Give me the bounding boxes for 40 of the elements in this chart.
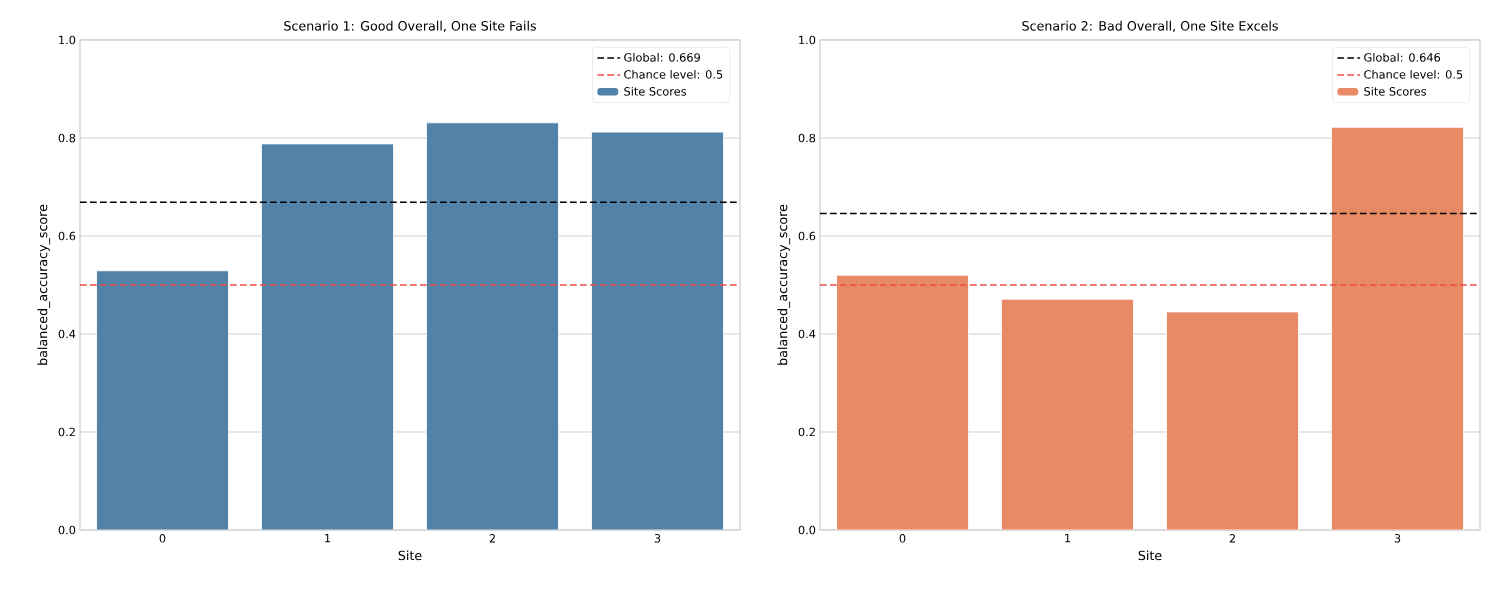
y-tick-label: 0.2 [798, 427, 815, 437]
legend-label: Chance level: 0.5 [1364, 69, 1463, 79]
chart-title: Scenario 1: Good Overall, One Site Fails [284, 20, 536, 32]
bar [426, 122, 559, 530]
bar [1331, 126, 1464, 530]
x-axis-title: Site [1138, 550, 1162, 561]
bar [591, 131, 724, 530]
legend-label: Site Scores [1364, 86, 1427, 96]
x-axis-title: Site [398, 550, 422, 561]
y-tick-label: 0.2 [58, 427, 75, 437]
x-tick-label: 3 [654, 534, 661, 543]
y-tick-label: 0.6 [58, 231, 76, 241]
x-tick-label: 0 [899, 534, 906, 543]
x-tick-label: 2 [489, 534, 495, 543]
y-tick-label: 1.0 [59, 35, 76, 45]
y-axis-title: balanced_accuracy_score [37, 204, 51, 365]
y-tick-label: 0.6 [798, 231, 816, 241]
bar [1001, 299, 1134, 530]
y-tick-label: 1.0 [799, 35, 816, 45]
bar [261, 143, 394, 530]
y-tick-label: 0.8 [58, 133, 76, 143]
x-tick-label: 2 [1229, 534, 1235, 543]
y-axis-title: balanced_accuracy_score [777, 204, 791, 365]
y-tick-label: 0.0 [798, 525, 816, 535]
legend-label: Global: 0.669 [624, 52, 700, 62]
y-tick-label: 0.0 [58, 525, 76, 535]
bar [1166, 311, 1299, 530]
x-tick-label: 3 [1394, 534, 1401, 543]
bar [96, 270, 229, 530]
legend-label: Site Scores [624, 86, 686, 96]
legend-label: Global: 0.646 [1364, 52, 1441, 62]
legend-label: Chance level: 0.5 [624, 69, 723, 79]
y-tick-label: 0.4 [798, 329, 816, 339]
x-tick-label: 1 [1065, 534, 1071, 543]
chart-title: Scenario 2: Bad Overall, One Site Excels [1022, 20, 1278, 32]
bar [836, 274, 969, 530]
x-tick-label: 1 [325, 534, 331, 543]
x-tick-label: 0 [159, 534, 166, 543]
y-tick-label: 0.8 [798, 133, 816, 143]
y-tick-label: 0.4 [58, 329, 76, 339]
